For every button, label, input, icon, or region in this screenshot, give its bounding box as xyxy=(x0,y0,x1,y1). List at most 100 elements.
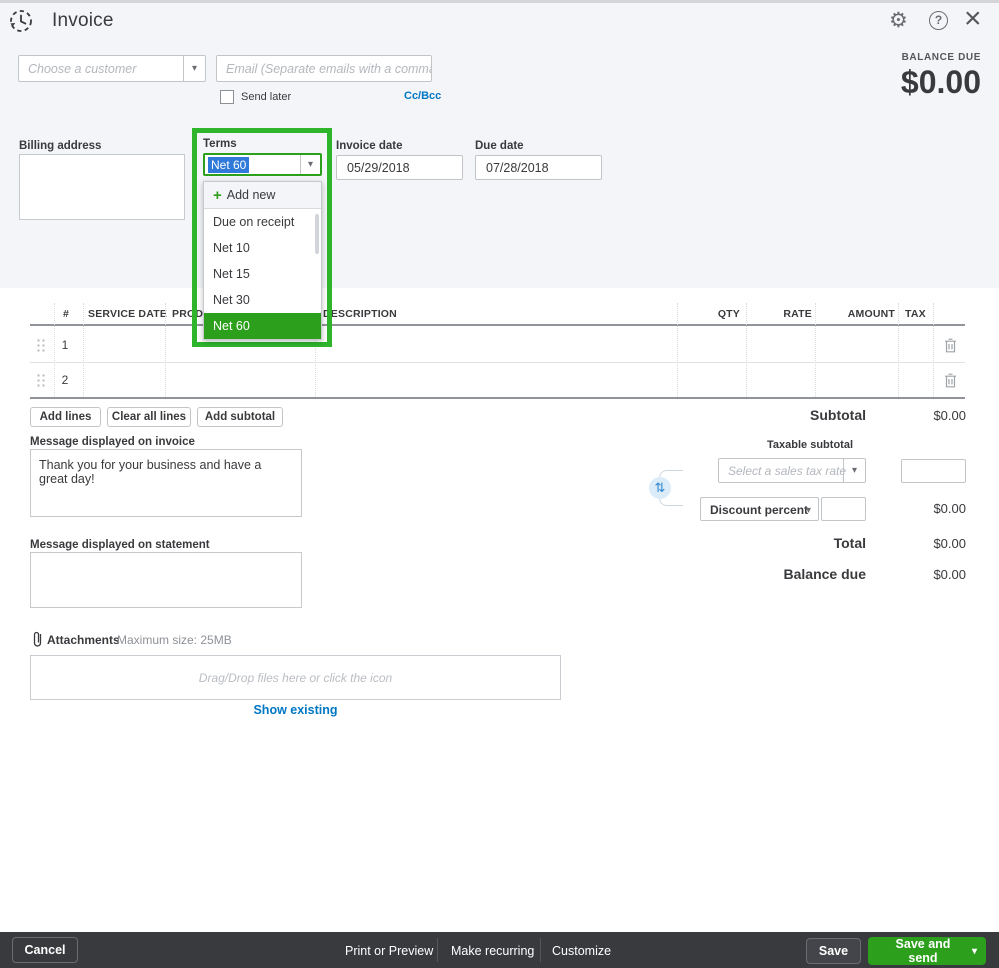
trash-icon[interactable] xyxy=(943,372,959,389)
col-header-num: # xyxy=(63,308,70,320)
make-recurring-link[interactable]: Make recurring xyxy=(451,944,535,958)
col-header-tax: TAX xyxy=(905,308,926,320)
window-top-strip xyxy=(0,0,999,3)
terms-option-add-new[interactable]: + Add new xyxy=(204,182,321,209)
column-divider xyxy=(165,303,166,397)
column-divider xyxy=(898,303,899,397)
col-header-qty: QTY xyxy=(717,308,740,320)
terms-option-label: Add new xyxy=(226,188,276,202)
balance-due-label: BALANCE DUE xyxy=(901,52,981,63)
scrollbar[interactable] xyxy=(315,214,319,254)
chevron-down-icon[interactable]: ▾ xyxy=(183,56,205,81)
invoice-date-label: Invoice date xyxy=(336,140,403,152)
col-header-description: DESCRIPTION xyxy=(323,308,397,320)
gear-icon[interactable]: ⚙ xyxy=(889,9,908,32)
invoice-date-field[interactable] xyxy=(336,155,463,180)
sales-tax-amount-input[interactable] xyxy=(901,459,966,483)
billing-address-label: Billing address xyxy=(19,140,102,152)
row-number: 2 xyxy=(61,373,69,387)
footer-divider xyxy=(540,938,541,962)
column-divider xyxy=(933,303,934,397)
swap-order-icon[interactable]: ⇅ xyxy=(649,477,671,499)
add-lines-button[interactable]: Add lines xyxy=(30,407,101,427)
drag-handle-icon[interactable] xyxy=(36,338,47,353)
form-header-section xyxy=(0,3,999,288)
close-icon[interactable]: × xyxy=(964,2,982,35)
discount-type-select[interactable]: Discount percent ▾ xyxy=(700,497,819,521)
invoice-message-textarea[interactable]: Thank you for your business and have a g… xyxy=(30,449,302,517)
billing-address-textarea[interactable] xyxy=(19,154,185,220)
column-divider xyxy=(746,303,747,397)
plus-icon: + xyxy=(213,186,222,204)
discount-amount-value: $0.00 xyxy=(933,501,966,516)
column-divider xyxy=(815,303,816,397)
history-icon[interactable] xyxy=(8,8,34,34)
col-header-rate: RATE xyxy=(783,308,812,320)
cancel-button[interactable]: Cancel xyxy=(12,937,78,963)
chevron-down-icon[interactable]: ▾ xyxy=(300,155,320,174)
total-value: $0.00 xyxy=(933,536,966,551)
statement-message-label: Message displayed on statement xyxy=(30,539,210,551)
customer-select-placeholder: Choose a customer xyxy=(28,62,137,76)
terms-label: Terms xyxy=(203,138,237,150)
save-button[interactable]: Save xyxy=(806,938,861,964)
dropzone-placeholder: Drag/Drop files here or click the icon xyxy=(198,670,393,685)
balance-due-value: $0.00 xyxy=(900,64,981,100)
chevron-down-icon: ▾ xyxy=(805,505,811,516)
terms-option[interactable]: Net 30 xyxy=(213,293,250,307)
discount-value-input[interactable] xyxy=(821,497,866,521)
customer-select[interactable]: Choose a customer ▾ xyxy=(18,55,206,82)
total-label: Total xyxy=(833,535,866,551)
row-number: 1 xyxy=(61,338,69,352)
subtotal-label: Subtotal xyxy=(810,407,866,423)
terms-option[interactable]: Net 10 xyxy=(213,241,250,255)
due-date-label: Due date xyxy=(475,140,524,152)
sales-tax-placeholder: Select a sales tax rate xyxy=(728,464,847,478)
sales-tax-select[interactable]: Select a sales tax rate ▾ xyxy=(718,458,866,483)
print-preview-link[interactable]: Print or Preview xyxy=(345,944,434,958)
statement-message-textarea[interactable] xyxy=(30,552,302,608)
subtotal-value: $0.00 xyxy=(933,408,966,423)
terms-highlight-callout: Terms Net 60 ▾ + Add new Due on receipt … xyxy=(192,128,332,347)
help-icon[interactable]: ? xyxy=(929,11,948,30)
col-header-amount: AMOUNT xyxy=(847,308,895,320)
discount-type-value: Discount percent xyxy=(710,503,809,517)
save-and-send-button[interactable]: Save and send ▾ xyxy=(868,937,986,965)
column-divider xyxy=(54,303,55,397)
terms-option[interactable]: Due on receipt xyxy=(213,215,295,229)
terms-option-selected[interactable]: Net 60 xyxy=(204,313,321,339)
customize-link[interactable]: Customize xyxy=(552,944,612,958)
email-input[interactable] xyxy=(216,55,432,82)
balance-due-row-value: $0.00 xyxy=(933,567,966,582)
show-existing-link[interactable]: Show existing xyxy=(253,703,338,717)
attachments-dropzone[interactable]: Drag/Drop files here or click the icon xyxy=(30,655,561,700)
column-divider xyxy=(315,303,316,397)
balance-due-row-label: Balance due xyxy=(783,566,866,582)
save-and-send-label: Save and send xyxy=(895,937,951,965)
table-bottom-border xyxy=(30,397,965,399)
add-subtotal-button[interactable]: Add subtotal xyxy=(197,407,283,427)
invoice-message-label: Message displayed on invoice xyxy=(30,436,195,448)
attachments-label: Attachments xyxy=(47,633,120,647)
send-later-label: Send later xyxy=(241,91,292,103)
taxable-subtotal-label: Taxable subtotal xyxy=(767,439,853,451)
column-divider xyxy=(677,303,678,397)
row-divider xyxy=(30,362,965,363)
chevron-down-icon[interactable]: ▾ xyxy=(971,945,977,957)
col-header-service-date: SERVICE DATE xyxy=(88,308,168,320)
drag-handle-icon[interactable] xyxy=(36,373,47,388)
footer-divider xyxy=(437,938,438,962)
paperclip-icon xyxy=(31,630,44,648)
trash-icon[interactable] xyxy=(943,337,959,354)
terms-selected-value: Net 60 xyxy=(208,157,250,173)
ccbcc-link[interactable]: Cc/Bcc xyxy=(404,90,442,102)
due-date-field[interactable] xyxy=(475,155,602,180)
terms-dropdown-list: + Add new Due on receipt Net 10 Net 15 N… xyxy=(203,181,322,340)
terms-option[interactable]: Net 15 xyxy=(213,267,250,281)
attachments-max-size: Maximum size: 25MB xyxy=(117,633,232,647)
send-later-checkbox[interactable] xyxy=(220,90,234,104)
terms-select[interactable]: Net 60 ▾ xyxy=(203,153,322,176)
column-divider xyxy=(83,303,84,397)
chevron-down-icon[interactable]: ▾ xyxy=(843,459,865,482)
clear-all-lines-button[interactable]: Clear all lines xyxy=(107,407,191,427)
